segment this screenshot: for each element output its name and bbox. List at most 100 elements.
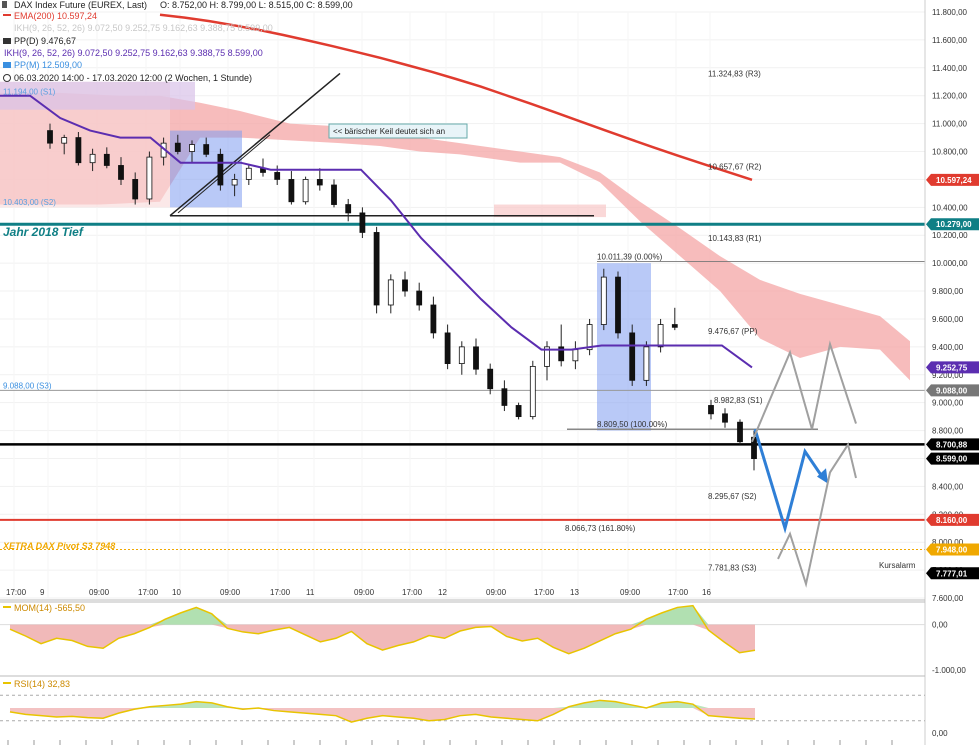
x-tick-label: 17:00 xyxy=(402,588,423,597)
series-lines xyxy=(0,13,753,369)
level-label: 9.476,67 (PP) xyxy=(708,327,758,336)
ppd-legend-icon xyxy=(3,38,11,44)
mom-negative-area xyxy=(10,624,755,654)
level-label: 10.657,67 (R2) xyxy=(708,162,762,171)
ohlc-readout: O: 8.752,00 H: 8.799,00 L: 8.515,00 C: 8… xyxy=(160,0,353,10)
price-tag-text: 9.252,75 xyxy=(936,363,968,372)
level-label: 10.403,00 (S2) xyxy=(3,198,56,207)
mom-positive-area xyxy=(10,605,755,625)
candle-body xyxy=(217,153,224,186)
price-tag xyxy=(926,438,979,451)
period-legend: 06.03.2020 14:00 - 17.03.2020 12:00 (2 W… xyxy=(14,73,252,83)
level-label: 7.781,83 (S3) xyxy=(708,564,757,573)
candle-body xyxy=(302,179,309,203)
y-tick-label: 7.600,00 xyxy=(932,594,964,603)
rsi-line xyxy=(9,699,756,723)
mom-tick-label: -1.000,00 xyxy=(932,666,966,675)
candle-body xyxy=(737,421,743,443)
y-tick-label: 10.800,00 xyxy=(932,148,968,157)
x-tick-label: 17:00 xyxy=(138,588,159,597)
level-label: 10.143,83 (R1) xyxy=(708,234,762,243)
x-tick-label: 09:00 xyxy=(89,588,110,597)
y-tick-label: 8.000,00 xyxy=(932,538,964,547)
gray-projection-lower xyxy=(777,442,857,588)
ppd-legend[interactable]: PP(D) 9.476,67 xyxy=(14,36,76,46)
purple-zone xyxy=(0,81,195,110)
candle-body xyxy=(373,232,380,306)
xetra-pivot-label: XETRA DAX Pivot S3 7948 xyxy=(2,541,115,551)
candle-body xyxy=(722,413,728,423)
level-label: 9.088,00 (S3) xyxy=(3,381,52,390)
clock-icon xyxy=(3,74,11,82)
y-tick-label: 9.400,00 xyxy=(932,343,964,352)
level-label: 11.194,00 (S1) xyxy=(3,88,56,97)
level-label: 8.982,83 (S1) xyxy=(714,396,763,405)
price-tags: 10.597,24 10.279,00 9.252,75 9.088,00 8.700,… xyxy=(926,173,979,580)
candle-body xyxy=(132,179,139,200)
candle-body xyxy=(671,324,678,328)
ikh-legend[interactable]: IKH(9, 26, 52, 26) 9.072,50 9.252,75 9.1… xyxy=(4,48,263,58)
candle-body xyxy=(586,324,593,351)
gray-projection-upper xyxy=(751,340,857,443)
price-tag xyxy=(926,452,979,465)
level-label: 8.809,50 (100.00%) xyxy=(597,420,668,429)
faint-legend[interactable]: IKH(9, 26, 52, 26) 9.072,50 9.252,75 9.1… xyxy=(14,23,273,33)
candle-body xyxy=(600,276,607,325)
rsi-panel: 0,00 RSI(14) 32,83 xyxy=(0,675,948,738)
price-tag-text: 10.279,00 xyxy=(936,220,972,229)
instrument-title: DAX Index Future (EUREX, Last) xyxy=(14,0,147,10)
candle-body xyxy=(629,332,636,381)
jahr-tief-label: Jahr 2018 Tief xyxy=(3,225,84,239)
x-tick-label: 13 xyxy=(570,588,579,597)
candle-body xyxy=(345,204,352,214)
x-tick-label: 09:00 xyxy=(486,588,507,597)
price-tag-text: 8.700,88 xyxy=(936,440,968,449)
candle-body xyxy=(558,346,565,362)
candle-body xyxy=(274,172,281,180)
y-tick-label: 9.200,00 xyxy=(932,371,964,380)
y-tick-label: 11.600,00 xyxy=(932,36,968,45)
candle-body xyxy=(657,324,664,348)
x-tick-label: 12 xyxy=(438,588,447,597)
price-tag xyxy=(926,384,979,397)
x-tick-label: 17:00 xyxy=(534,588,555,597)
price-tag-text: 10.597,24 xyxy=(936,176,972,185)
ppm-legend-icon xyxy=(3,62,11,68)
kursalarm-label: Kursalarm xyxy=(879,561,916,570)
ema-legend[interactable]: EMA(200) 10.597,24 xyxy=(14,11,97,21)
candle-body xyxy=(387,279,394,306)
candle-body xyxy=(359,212,366,233)
candle-body xyxy=(501,388,508,406)
time-axis[interactable]: 17:00 9 09:00 17:00 10 09:00 17:00 11 09:00 17:00… xyxy=(0,588,925,745)
y-tick-label: 9.000,00 xyxy=(932,399,964,408)
y-tick-label: 8.800,00 xyxy=(932,427,964,436)
y-tick-label: 8.400,00 xyxy=(932,482,964,491)
price-tag-text: 7.777,01 xyxy=(936,569,968,578)
blue-arrowhead xyxy=(817,468,828,484)
level-label: 8.295,67 (S2) xyxy=(708,492,757,501)
candle-body xyxy=(572,349,579,362)
x-tick-label: 17:00 xyxy=(668,588,689,597)
mom-tick-label: 0,00 xyxy=(932,621,948,630)
y-tick-label: 11.200,00 xyxy=(932,92,968,101)
candle-body xyxy=(231,179,238,186)
price-tag xyxy=(926,543,979,556)
ikh-line xyxy=(0,94,753,369)
y-tick-label: 10.400,00 xyxy=(932,203,968,212)
x-tick-label: 10 xyxy=(172,588,181,597)
price-tag xyxy=(926,513,979,526)
candle-body xyxy=(47,130,53,144)
candle-body xyxy=(146,156,153,200)
ppm-legend[interactable]: PP(M) 12.509,00 xyxy=(14,60,82,70)
candle-body xyxy=(61,137,68,144)
x-tick-label: 09:00 xyxy=(220,588,241,597)
level-label: 10.011,39 (0.00%) xyxy=(597,253,663,262)
x-tick-label: 16 xyxy=(702,588,711,597)
price-tag-text: 8.160,00 xyxy=(936,516,968,525)
candle-body xyxy=(75,137,82,164)
candle-body xyxy=(89,153,96,164)
price-tag-text: 7.948,00 xyxy=(936,545,968,554)
ema-legend-icon xyxy=(3,14,11,16)
price-tag xyxy=(926,218,979,231)
y-tick-label: 11.400,00 xyxy=(932,64,968,73)
